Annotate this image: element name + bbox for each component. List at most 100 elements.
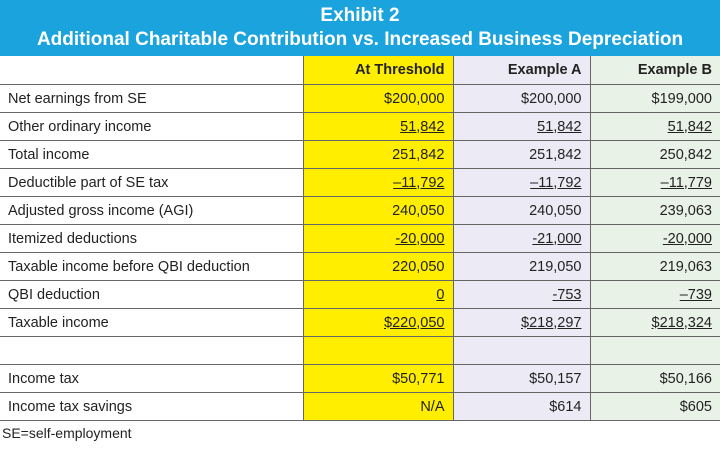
cell-example-a: $614 [452, 392, 590, 421]
table-row: Itemized deductions -20,000 -21,000 -20,000 [0, 224, 720, 253]
row-label: Income tax [0, 364, 303, 393]
cell-example-a: 51,842 [452, 112, 590, 141]
table-row: Deductible part of SE tax –11,792 –11,792 –… [0, 168, 720, 197]
table-row: QBI deduction 0 -753 –739 [0, 280, 720, 309]
cell-value: 240,050 [529, 202, 582, 219]
cell-at-threshold: 240,050 [302, 196, 453, 225]
table-row [0, 336, 720, 365]
exhibit-title: Exhibit 2 Additional Charitable Contribu… [0, 0, 720, 56]
cell-value: $50,157 [529, 370, 582, 387]
cell-at-threshold: $200,000 [302, 84, 453, 113]
cell-value: 51,842 [537, 118, 582, 135]
cell-example-a: -753 [452, 280, 590, 309]
cell-at-threshold [302, 336, 453, 365]
header-at-threshold: At Threshold [302, 56, 453, 85]
cell-value: $218,324 [651, 314, 712, 331]
cell-example-b: 239,063 [589, 196, 720, 225]
cell-example-b: 51,842 [589, 112, 720, 141]
cell-value: $199,000 [651, 90, 712, 107]
cell-value: 51,842 [667, 118, 712, 135]
table-row: Income tax savings N/A $614 $605 [0, 392, 720, 421]
cell-value: –11,792 [530, 174, 582, 191]
cell-value: –11,779 [660, 174, 712, 191]
row-label: Taxable income [0, 308, 303, 337]
header-row: At Threshold Example A Example B [0, 56, 720, 85]
row-label: Adjusted gross income (AGI) [0, 196, 303, 225]
cell-value: –739 [679, 286, 712, 303]
header-example-b: Example B [589, 56, 720, 85]
cell-example-a: –11,792 [452, 168, 590, 197]
cell-example-b: –11,779 [589, 168, 720, 197]
row-label: Taxable income before QBI deduction [0, 252, 303, 281]
cell-example-b [589, 336, 720, 365]
row-label: Total income [0, 140, 303, 169]
row-label: Net earnings from SE [0, 84, 303, 113]
cell-value: $50,166 [659, 370, 712, 387]
cell-value: N/A [420, 398, 445, 415]
cell-example-b: $218,324 [589, 308, 720, 337]
cell-example-b: –739 [589, 280, 720, 309]
cell-value: $220,050 [384, 314, 445, 331]
cell-value: $200,000 [384, 90, 445, 107]
table-row: Taxable income $220,050 $218,297 $218,324 [0, 308, 720, 337]
cell-value: 0 [436, 286, 445, 303]
cell-value: 239,063 [659, 202, 712, 219]
cell-value: -20,000 [662, 230, 712, 247]
cell-example-a: 240,050 [452, 196, 590, 225]
cell-example-b: $50,166 [589, 364, 720, 393]
cell-value: 219,063 [659, 258, 712, 275]
cell-value: $200,000 [521, 90, 582, 107]
title-line1: Exhibit 2 [320, 5, 400, 26]
row-label: QBI deduction [0, 280, 303, 309]
cell-at-threshold: $220,050 [302, 308, 453, 337]
cell-example-b: -20,000 [589, 224, 720, 253]
cell-at-threshold: 51,842 [302, 112, 453, 141]
cell-value: 251,842 [529, 146, 582, 163]
cell-example-b: 219,063 [589, 252, 720, 281]
header-example-a: Example A [452, 56, 590, 85]
cell-example-b: $199,000 [589, 84, 720, 113]
cell-value: $605 [679, 398, 712, 415]
cell-value: 51,842 [400, 118, 445, 135]
cell-example-a: 251,842 [452, 140, 590, 169]
cell-example-a [452, 336, 590, 365]
table-row: Total income 251,842 251,842 250,842 [0, 140, 720, 169]
cell-value: -20,000 [395, 230, 445, 247]
cell-value: -753 [552, 286, 582, 303]
row-label [0, 336, 303, 365]
cell-example-a: 219,050 [452, 252, 590, 281]
cell-value: 240,050 [392, 202, 445, 219]
table-row: Adjusted gross income (AGI) 240,050 240,05… [0, 196, 720, 225]
table-row: Taxable income before QBI deduction 220,0… [0, 252, 720, 281]
header-label [0, 56, 303, 85]
cell-at-threshold: N/A [302, 392, 453, 421]
cell-at-threshold: –11,792 [302, 168, 453, 197]
cell-value: $614 [549, 398, 582, 415]
cell-value: –11,792 [393, 174, 445, 191]
cell-example-a: $50,157 [452, 364, 590, 393]
table-row: Income tax $50,771 $50,157 $50,166 [0, 364, 720, 393]
cell-example-a: -21,000 [452, 224, 590, 253]
cell-example-a: $218,297 [452, 308, 590, 337]
row-label: Other ordinary income [0, 112, 303, 141]
cell-example-b: $605 [589, 392, 720, 421]
cell-value: 220,050 [392, 258, 445, 275]
cell-value: 250,842 [659, 146, 712, 163]
cell-value: 219,050 [529, 258, 582, 275]
cell-example-b: 250,842 [589, 140, 720, 169]
table-row: Other ordinary income 51,842 51,842 51,842 [0, 112, 720, 141]
cell-at-threshold: $50,771 [302, 364, 453, 393]
row-label: Itemized deductions [0, 224, 303, 253]
cell-at-threshold: 251,842 [302, 140, 453, 169]
title-line2: Additional Charitable Contribution vs. I… [36, 29, 684, 50]
footnote: SE=self-employment [2, 425, 132, 441]
cell-value: $50,771 [392, 370, 445, 387]
cell-at-threshold: 220,050 [302, 252, 453, 281]
row-label: Income tax savings [0, 392, 303, 421]
cell-at-threshold: 0 [302, 280, 453, 309]
row-label: Deductible part of SE tax [0, 168, 303, 197]
cell-value: $218,297 [521, 314, 582, 331]
cell-value: -21,000 [532, 230, 582, 247]
cell-value: 251,842 [392, 146, 445, 163]
comparison-table: At Threshold Example A Example B Net ear… [0, 56, 720, 421]
